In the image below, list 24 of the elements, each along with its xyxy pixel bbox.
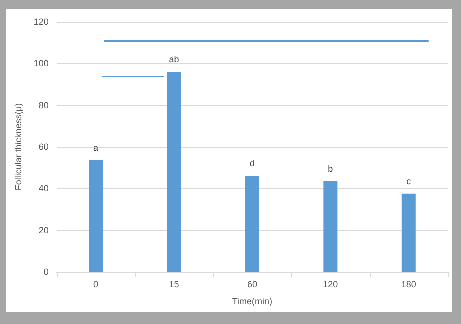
y-tick-label: 0	[44, 267, 49, 277]
y-axis-title: Follicular thickness(μ)	[14, 103, 24, 191]
x-tick-label: 0	[94, 280, 99, 290]
x-tick-label: 60	[247, 280, 258, 290]
data-label: ab	[169, 54, 180, 64]
bar	[245, 176, 260, 272]
data-label: d	[250, 158, 255, 169]
bar	[324, 181, 338, 272]
y-tick-label: 40	[38, 184, 49, 194]
y-tick-label: 60	[38, 142, 49, 152]
bar	[89, 160, 104, 272]
y-tick-label: 80	[38, 100, 49, 110]
x-axis-title: Time(min)	[232, 296, 273, 306]
bar	[167, 72, 182, 272]
x-tick-label: 120	[323, 280, 338, 290]
x-tick-label: 15	[169, 280, 180, 290]
y-tick-label: 120	[34, 17, 49, 27]
data-label: c	[406, 176, 412, 186]
x-tick-label: 180	[401, 280, 416, 290]
y-tick-label: 20	[38, 225, 49, 236]
data-label: b	[328, 164, 334, 174]
data-label: a	[94, 143, 99, 154]
y-tick-label: 100	[34, 58, 49, 69]
bar	[402, 194, 416, 272]
